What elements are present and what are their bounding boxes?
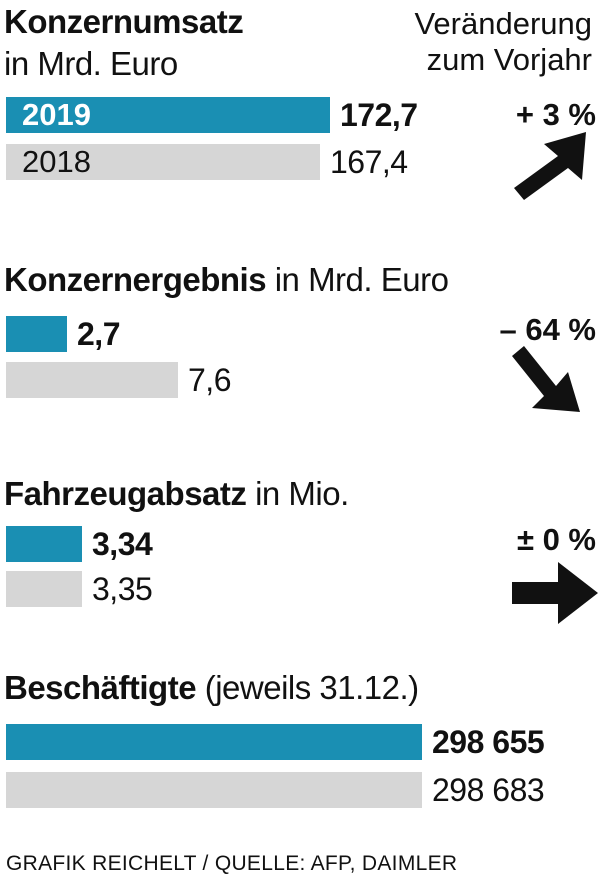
value-label-vehicle-sales-current: 3,34 xyxy=(92,526,153,562)
arrow-down-right-icon xyxy=(512,346,580,412)
bar-year-label-2019: 2019 xyxy=(22,97,91,132)
earnings-title: Konzernergebnis xyxy=(4,261,267,298)
section-title-employees: Beschäftigte (jeweils 31.12.) xyxy=(4,670,419,706)
arrow-right-icon xyxy=(512,562,598,624)
bar-employees-previous xyxy=(6,772,422,808)
change-label-earnings: – 64 % xyxy=(499,312,596,347)
bar-revenue-2018: 2018 xyxy=(6,144,320,180)
bar-employees-current xyxy=(6,724,422,760)
value-label-vehicle-sales-previous: 3,35 xyxy=(92,571,153,607)
bar-earnings-current xyxy=(6,316,67,352)
change-header-line1: Veränderung xyxy=(414,6,592,41)
employees-unit: (jeweils 31.12.) xyxy=(204,669,419,706)
bar-vehicle-sales-previous xyxy=(6,571,82,607)
value-label-earnings-previous: 7,6 xyxy=(188,362,231,398)
value-label-revenue-2019: 172,7 xyxy=(340,97,418,133)
value-label-revenue-2018: 167,4 xyxy=(330,144,408,180)
value-label-employees-previous: 298 683 xyxy=(432,772,545,808)
section-title-earnings: Konzernergebnis in Mrd. Euro xyxy=(4,261,449,298)
bar-year-label-2018: 2018 xyxy=(22,144,91,179)
bar-vehicle-sales-current xyxy=(6,526,82,562)
revenue-unit-label: in Mrd. Euro xyxy=(4,45,178,82)
vehicle-sales-title: Fahrzeugabsatz xyxy=(4,475,247,512)
vehicle-sales-unit: in Mio. xyxy=(255,475,349,512)
section-title-vehicle-sales: Fahrzeugabsatz in Mio. xyxy=(4,476,349,512)
arrow-up-right-icon xyxy=(514,132,586,200)
bar-revenue-2019: 2019 xyxy=(6,97,330,133)
section-title-revenue: Konzernumsatz xyxy=(4,3,244,40)
change-label-revenue: + 3 % xyxy=(515,97,596,132)
change-label-vehicle-sales: ± 0 % xyxy=(516,522,596,557)
revenue-unit: in Mrd. Euro xyxy=(4,46,178,82)
source-footer: GRAFIK REICHELT / QUELLE: AFP, DAIMLER xyxy=(6,852,458,875)
earnings-unit: in Mrd. Euro xyxy=(274,261,449,298)
revenue-title: Konzernumsatz xyxy=(4,3,244,40)
bar-earnings-previous xyxy=(6,362,178,398)
change-header-line2: zum Vorjahr xyxy=(426,42,592,77)
change-header: Veränderung zum Vorjahr xyxy=(414,6,592,78)
value-label-employees-current: 298 655 xyxy=(432,724,545,760)
employees-title: Beschäftigte xyxy=(4,669,197,706)
value-label-earnings-current: 2,7 xyxy=(77,316,120,352)
